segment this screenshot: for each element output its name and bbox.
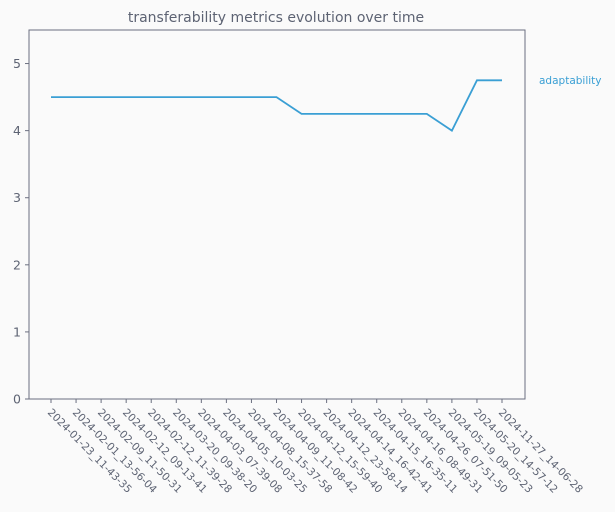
chart-title: transferability metrics evolution over t… — [128, 10, 424, 26]
plot-area: 0123452024-01-23_11-43-352024-02-01_13-5… — [13, 29, 602, 496]
y-tick-label: 4 — [13, 123, 21, 138]
series-line-adaptability — [51, 79, 502, 132]
plot-frame — [28, 29, 526, 400]
y-tick-label: 1 — [13, 324, 21, 339]
y-tick-label: 5 — [13, 56, 21, 71]
y-tick-label: 3 — [13, 190, 21, 205]
y-tick-label: 0 — [13, 392, 21, 407]
y-tick-label: 2 — [13, 257, 21, 272]
legend-entry-adaptability: adaptability — [539, 75, 602, 87]
